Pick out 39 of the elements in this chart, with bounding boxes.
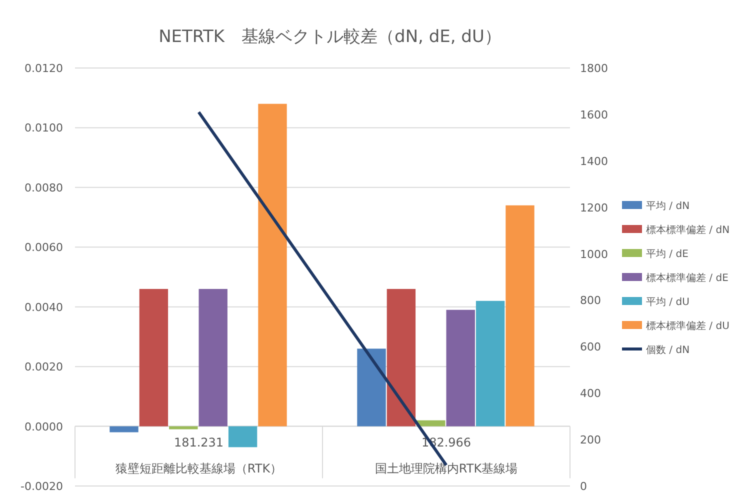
y-tick-label: 0.0120 (24, 62, 63, 75)
y2-tick-label: 0 (580, 480, 587, 493)
legend-label: 平均 / dU (646, 296, 690, 308)
y-tick-label: -0.0020 (20, 480, 63, 493)
bar (228, 426, 258, 448)
y2-tick-label: 600 (580, 340, 601, 354)
bar (198, 288, 228, 426)
bar (169, 426, 198, 430)
bar (139, 288, 168, 426)
bar (506, 205, 534, 426)
y-tick-label: 0.0060 (24, 241, 63, 254)
legend-label: 標本標準偏差 / dE (646, 272, 728, 284)
legend-label: 標本標準偏差 / dU (646, 320, 730, 332)
bar (416, 420, 446, 426)
y2-tick-label: 1600 (580, 108, 608, 122)
bar (110, 426, 138, 432)
legend-label: 平均 / dE (646, 248, 688, 260)
y2-tick-label: 1000 (580, 248, 608, 261)
y2-tick-label: 1200 (580, 201, 608, 214)
legend-label: 平均 / dN (646, 200, 690, 212)
y-tick-label: 0.0100 (24, 122, 63, 135)
y2-tick-label: 1800 (580, 62, 608, 75)
bar (357, 348, 386, 426)
y2-tick-label: 800 (580, 294, 601, 308)
legend-label: 標本標準偏差 / dN (646, 224, 730, 236)
bar (476, 300, 505, 426)
y-tick-label: 0.0020 (24, 360, 63, 374)
bar (446, 310, 475, 426)
x-tick-label: 181.231 猿壁短距離比較基線場（RTK） (115, 435, 282, 476)
y2-tick-label: 1400 (580, 154, 608, 168)
chart-title: NETRTK 基線ベクトル較差（dN, dE, dU） (158, 27, 502, 47)
y2-tick-label: 200 (580, 434, 601, 447)
bar (258, 104, 287, 426)
y-tick-label: 0.0000 (24, 420, 63, 434)
legend-label: 個数 / dN (646, 345, 690, 356)
y2-tick-label: 400 (580, 387, 601, 400)
y-tick-label: 0.0040 (24, 300, 63, 314)
y-tick-label: 0.0080 (24, 181, 63, 194)
bar (386, 288, 416, 426)
